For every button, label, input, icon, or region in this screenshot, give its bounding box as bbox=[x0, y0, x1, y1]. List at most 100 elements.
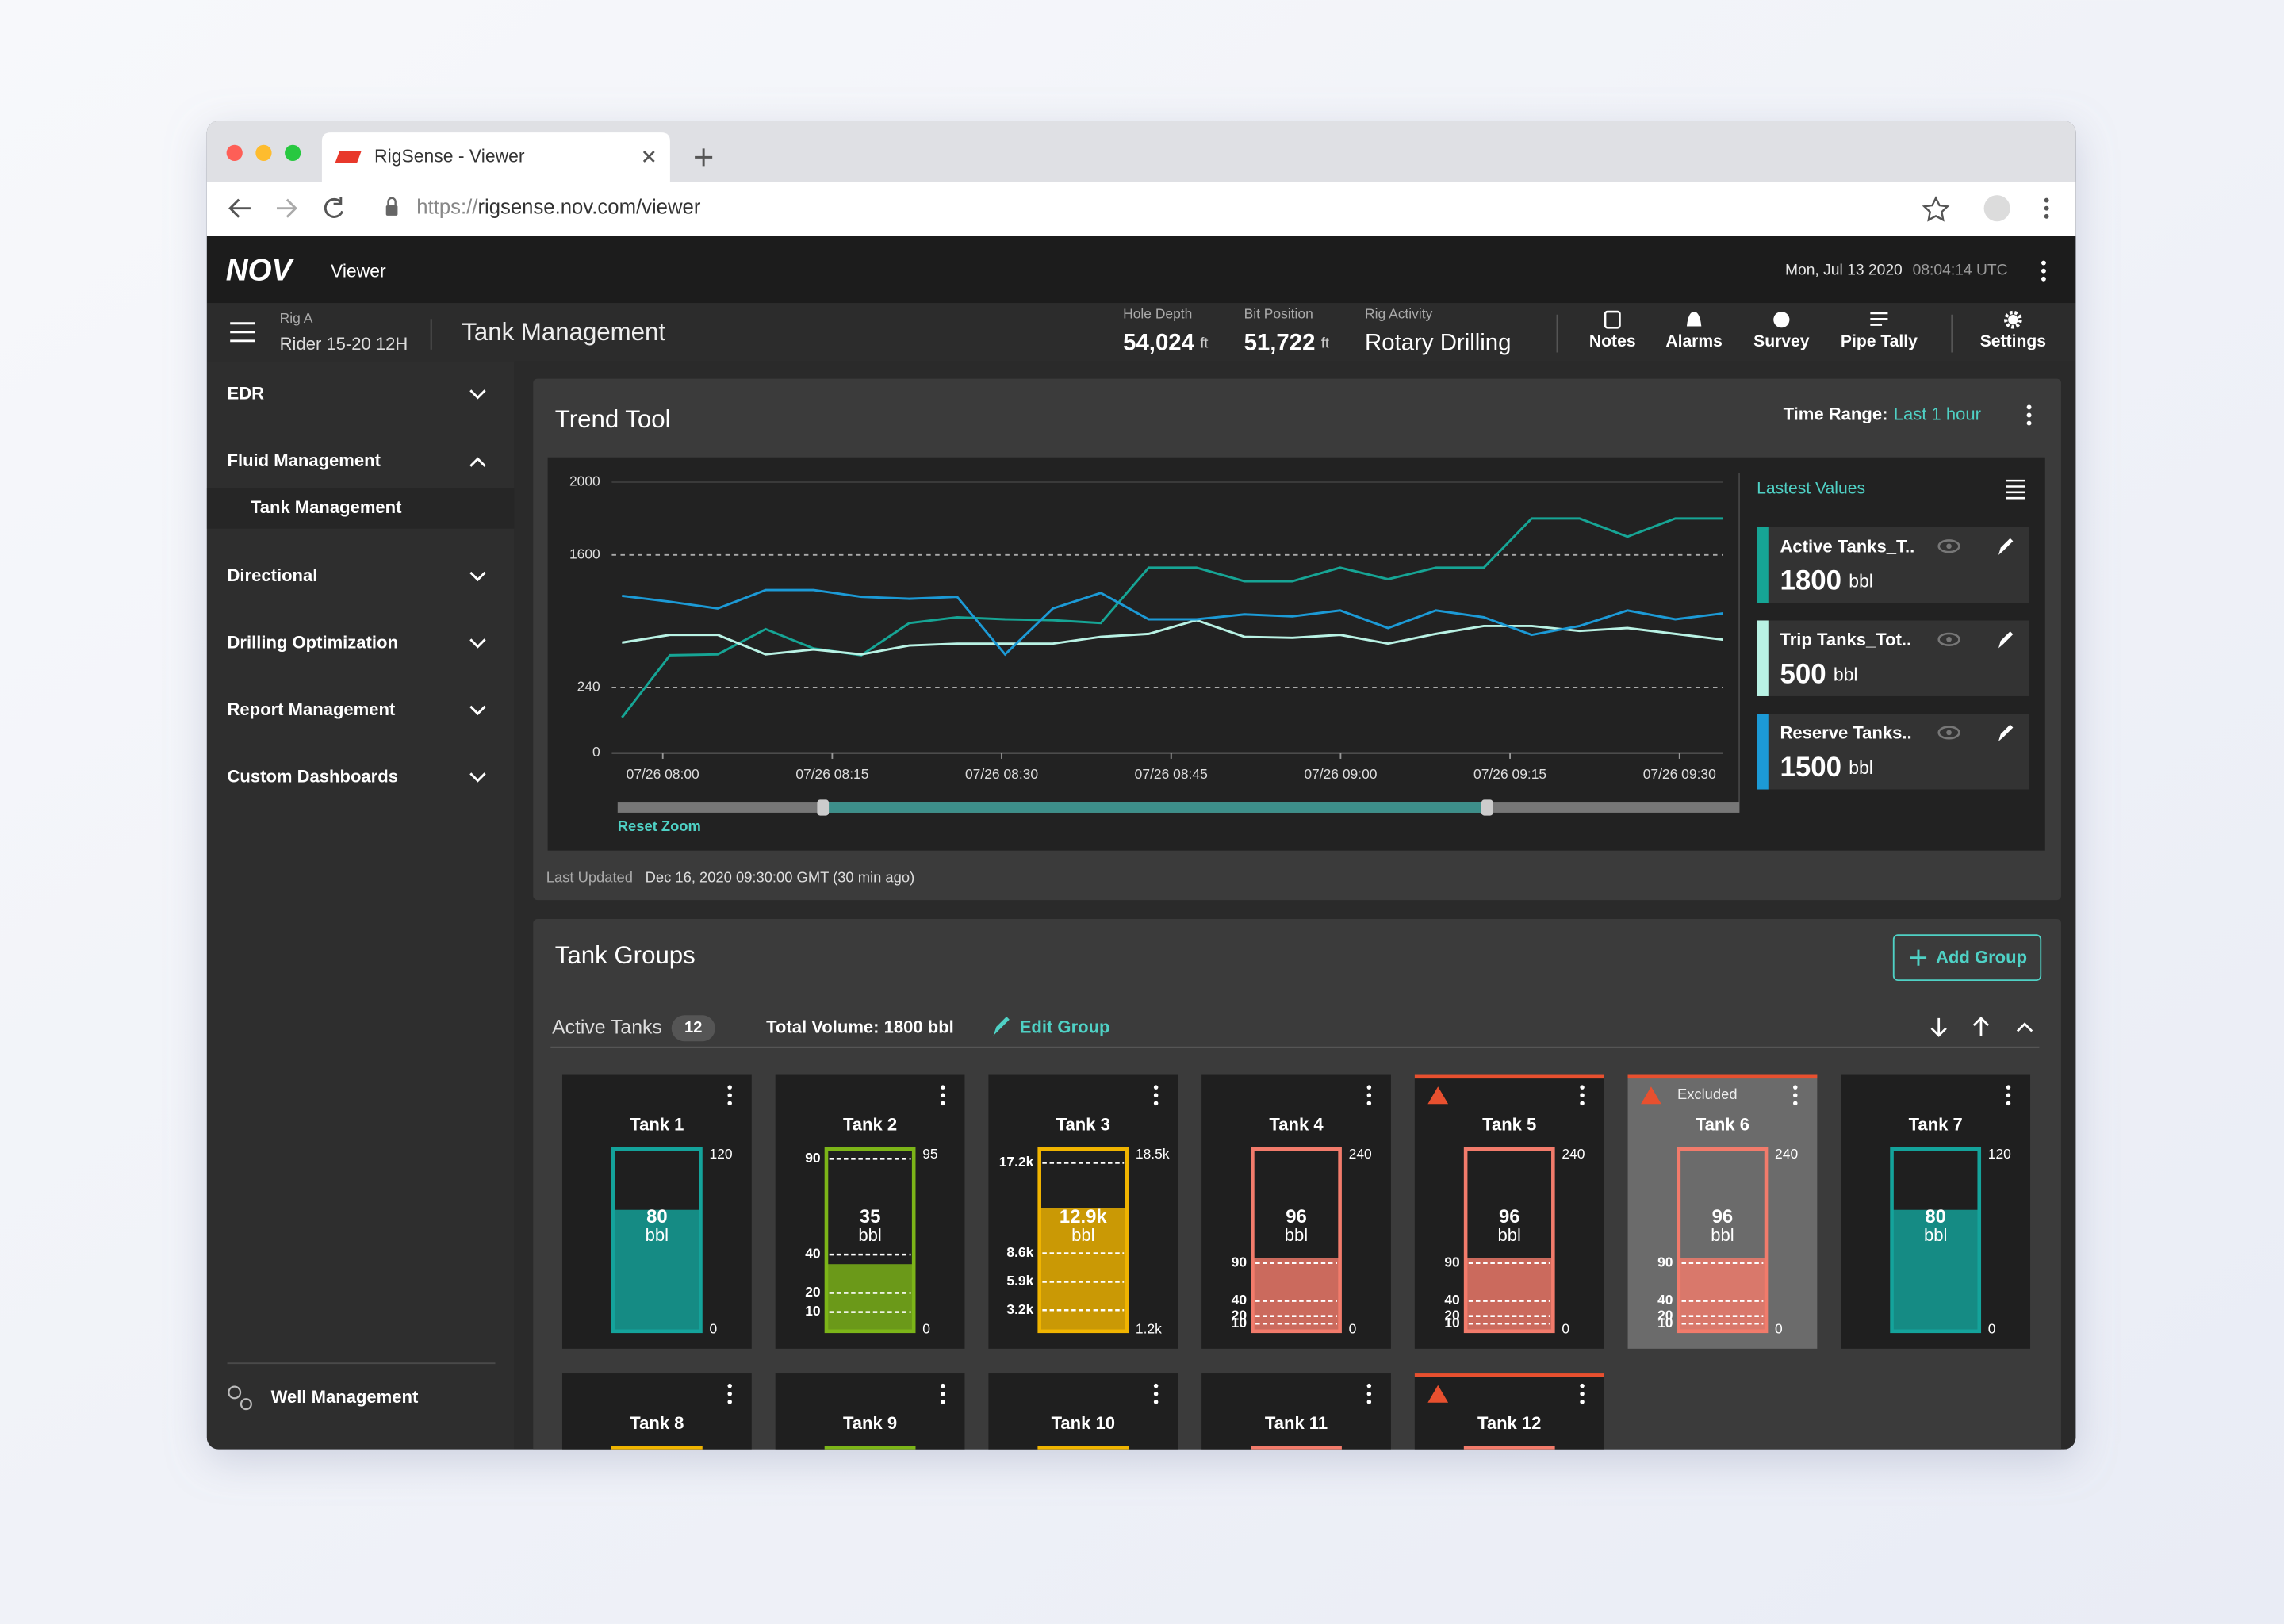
well[interactable]: Rider 15-20 12H bbox=[280, 334, 408, 354]
browser-menu[interactable] bbox=[2044, 197, 2049, 219]
move-up[interactable] bbox=[1972, 1016, 1990, 1036]
legend-card[interactable] bbox=[1757, 714, 2029, 790]
nav-icon[interactable] bbox=[2003, 310, 2022, 329]
sub-header bbox=[206, 303, 2076, 362]
tab[interactable] bbox=[321, 132, 670, 182]
close-dot[interactable] bbox=[226, 144, 243, 161]
chevron[interactable] bbox=[469, 772, 486, 783]
nav-icon[interactable] bbox=[1773, 312, 1790, 328]
kebab-menu[interactable] bbox=[727, 1383, 732, 1404]
chevron[interactable] bbox=[469, 571, 486, 582]
chevron[interactable] bbox=[469, 389, 486, 400]
legend-menu[interactable] bbox=[2006, 479, 2025, 500]
nav-sub-item[interactable]: Tank Management bbox=[251, 497, 402, 517]
sidebar-footer[interactable]: Well Management bbox=[271, 1387, 419, 1407]
zoom-handle[interactable] bbox=[1481, 799, 1493, 816]
kebab-menu[interactable] bbox=[1153, 1085, 1159, 1106]
legend-card[interactable] bbox=[1757, 527, 2029, 603]
tank-card[interactable] bbox=[561, 1373, 752, 1624]
kebab-menu[interactable] bbox=[941, 1383, 945, 1404]
nav-link[interactable]: Survey bbox=[1753, 332, 1810, 350]
tank-name: Tank 3 bbox=[1056, 1115, 1110, 1135]
tank-card[interactable] bbox=[775, 1373, 965, 1624]
x-tick-label: 07/26 09:30 bbox=[1643, 766, 1716, 782]
collapse[interactable] bbox=[2016, 1022, 2033, 1032]
tank-status: Excluded bbox=[1677, 1086, 1738, 1102]
nav-item[interactable]: Directional bbox=[228, 565, 318, 585]
eye-icon[interactable] bbox=[1937, 632, 1960, 646]
tank-outline bbox=[824, 1147, 916, 1334]
avatar[interactable] bbox=[1983, 195, 2010, 222]
sidebar bbox=[206, 361, 515, 1450]
chevron[interactable] bbox=[469, 457, 486, 467]
app-menu[interactable] bbox=[2041, 260, 2046, 282]
chevron[interactable] bbox=[469, 705, 486, 716]
tank-name: Tank 10 bbox=[1052, 1413, 1115, 1433]
panel-menu[interactable] bbox=[2026, 404, 2032, 426]
favicon bbox=[335, 151, 362, 163]
chevron[interactable] bbox=[469, 638, 486, 649]
hamburger[interactable] bbox=[230, 322, 255, 343]
nav-item[interactable]: Report Management bbox=[228, 699, 396, 719]
legend-card[interactable] bbox=[1757, 620, 2029, 696]
nav-item[interactable]: Custom Dashboards bbox=[228, 767, 398, 787]
forward[interactable] bbox=[276, 198, 297, 218]
kebab-menu[interactable] bbox=[1580, 1085, 1585, 1106]
nav-icon[interactable] bbox=[1604, 310, 1621, 329]
nav-link[interactable]: Settings bbox=[1980, 332, 2046, 350]
kebab-menu[interactable] bbox=[1366, 1383, 1372, 1404]
legend-swatch bbox=[1757, 714, 1769, 790]
pencil-icon[interactable] bbox=[1998, 724, 2014, 741]
zoom-dot[interactable] bbox=[285, 144, 301, 161]
minimize-dot[interactable] bbox=[255, 144, 272, 161]
nav-icon[interactable] bbox=[1870, 312, 1888, 326]
zoom-handle[interactable] bbox=[817, 799, 830, 816]
nav-link[interactable]: Notes bbox=[1589, 332, 1636, 350]
eye-icon[interactable] bbox=[1937, 539, 1960, 553]
nav-item[interactable]: EDR bbox=[228, 384, 265, 404]
rig: Rig A bbox=[280, 310, 313, 326]
time-range[interactable]: Last 1 hour bbox=[1894, 404, 1981, 423]
kebab-menu[interactable] bbox=[1793, 1085, 1798, 1106]
tank-card[interactable] bbox=[1414, 1373, 1604, 1624]
tank-unit: bbl bbox=[858, 1225, 881, 1245]
nav-link[interactable]: Alarms bbox=[1665, 332, 1723, 350]
bookmark[interactable] bbox=[1922, 196, 1950, 222]
tab-title: RigSense - Viewer bbox=[374, 145, 525, 166]
add-group-button[interactable] bbox=[1892, 934, 2042, 982]
pencil-icon[interactable] bbox=[1998, 538, 2014, 555]
nav-link[interactable]: Pipe Tally bbox=[1841, 332, 1918, 350]
kebab-menu[interactable] bbox=[941, 1085, 945, 1106]
nav-icon[interactable] bbox=[1686, 312, 1702, 327]
tank-value: 96 bbox=[1286, 1206, 1307, 1228]
zoom-window[interactable] bbox=[822, 802, 1488, 813]
kebab-menu[interactable] bbox=[1580, 1383, 1585, 1404]
kebab-menu[interactable] bbox=[727, 1085, 732, 1106]
nav-item[interactable]: Fluid Management bbox=[228, 450, 381, 470]
url[interactable]: https://rigsense.nov.com/viewer bbox=[416, 196, 701, 218]
eye-icon[interactable] bbox=[1937, 726, 1960, 740]
reload[interactable] bbox=[324, 196, 344, 218]
dot bbox=[2006, 1093, 2011, 1097]
edit-group[interactable]: Edit Group bbox=[1020, 1017, 1110, 1037]
new-tab[interactable] bbox=[695, 148, 713, 167]
tab-close[interactable] bbox=[642, 151, 655, 163]
kebab-menu[interactable] bbox=[2006, 1085, 2011, 1106]
reset-zoom[interactable]: Reset Zoom bbox=[618, 818, 701, 834]
tank-outline bbox=[1677, 1147, 1769, 1334]
stat-label: Rig Activity bbox=[1365, 305, 1433, 321]
kebab-menu[interactable] bbox=[1153, 1383, 1159, 1404]
logo[interactable]: NOV bbox=[226, 254, 295, 288]
tank-card[interactable] bbox=[1201, 1373, 1391, 1624]
pencil-icon[interactable] bbox=[1998, 631, 2014, 649]
icon-part bbox=[2003, 310, 2022, 329]
level-label: 90 bbox=[1444, 1254, 1459, 1270]
tank-card[interactable] bbox=[988, 1373, 1178, 1624]
back[interactable] bbox=[228, 198, 251, 218]
nav-item[interactable]: Drilling Optimization bbox=[228, 633, 398, 653]
tank-outline bbox=[824, 1446, 916, 1450]
move-down[interactable] bbox=[1930, 1017, 1947, 1037]
kebab-menu[interactable] bbox=[1366, 1085, 1372, 1106]
